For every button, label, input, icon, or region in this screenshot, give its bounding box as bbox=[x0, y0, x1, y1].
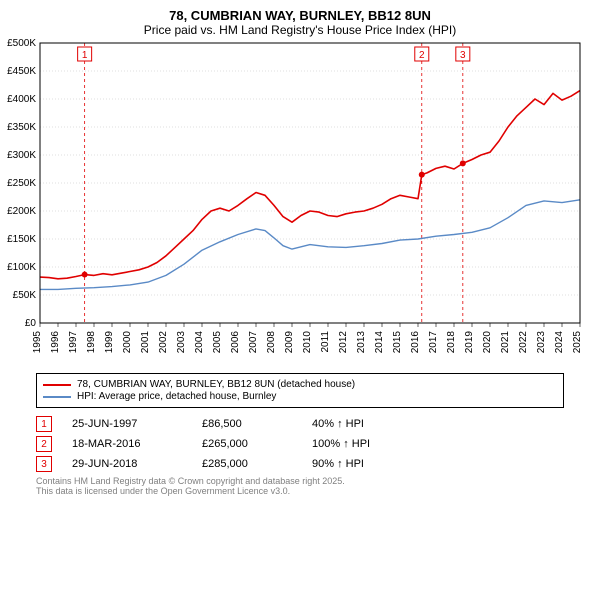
svg-text:2011: 2011 bbox=[320, 331, 331, 353]
legend: 78, CUMBRIAN WAY, BURNLEY, BB12 8UN (det… bbox=[36, 373, 564, 408]
svg-text:1999: 1999 bbox=[104, 331, 115, 354]
svg-text:2007: 2007 bbox=[248, 331, 259, 354]
chart-area: £0 £50K £100K £150K £200K £250K £300K £350K £400… bbox=[0, 37, 600, 367]
svg-text:2025: 2025 bbox=[572, 331, 583, 354]
title-line2: Price paid vs. HM Land Registry's House … bbox=[4, 23, 596, 37]
svg-text:2017: 2017 bbox=[428, 331, 439, 354]
svg-text:1997: 1997 bbox=[68, 331, 79, 354]
svg-text:2: 2 bbox=[419, 50, 425, 61]
svg-text:2018: 2018 bbox=[446, 331, 457, 354]
svg-text:2023: 2023 bbox=[536, 331, 547, 354]
footer: Contains HM Land Registry data © Crown c… bbox=[36, 476, 564, 496]
legend-label: 78, CUMBRIAN WAY, BURNLEY, BB12 8UN (det… bbox=[77, 379, 355, 390]
svg-text:£400K: £400K bbox=[7, 94, 36, 105]
svg-text:2000: 2000 bbox=[122, 331, 133, 354]
svg-text:2006: 2006 bbox=[230, 331, 241, 354]
title-line1: 78, CUMBRIAN WAY, BURNLEY, BB12 8UN bbox=[4, 8, 596, 23]
event-date: 29-JUN-2018 bbox=[72, 458, 182, 470]
svg-text:£450K: £450K bbox=[7, 66, 36, 77]
event-badge: 1 bbox=[36, 416, 52, 432]
svg-text:£50K: £50K bbox=[13, 290, 37, 301]
event-row: 1 25-JUN-1997 £86,500 40% ↑ HPI bbox=[36, 416, 564, 432]
svg-text:1995: 1995 bbox=[32, 331, 43, 354]
footer-line1: Contains HM Land Registry data © Crown c… bbox=[36, 476, 564, 486]
svg-text:£100K: £100K bbox=[7, 262, 36, 273]
event-price: £86,500 bbox=[202, 418, 292, 430]
svg-text:2001: 2001 bbox=[140, 331, 151, 354]
event-price: £265,000 bbox=[202, 438, 292, 450]
svg-text:2010: 2010 bbox=[302, 331, 313, 354]
svg-text:£500K: £500K bbox=[7, 38, 36, 49]
svg-text:2013: 2013 bbox=[356, 331, 367, 354]
svg-text:2014: 2014 bbox=[374, 331, 385, 354]
svg-text:2003: 2003 bbox=[176, 331, 187, 354]
chart-titles: 78, CUMBRIAN WAY, BURNLEY, BB12 8UN Pric… bbox=[0, 0, 600, 37]
event-badge: 3 bbox=[36, 456, 52, 472]
legend-label: HPI: Average price, detached house, Burn… bbox=[77, 391, 276, 402]
svg-text:£200K: £200K bbox=[7, 206, 36, 217]
svg-text:£350K: £350K bbox=[7, 122, 36, 133]
svg-text:2024: 2024 bbox=[554, 331, 565, 354]
svg-text:3: 3 bbox=[460, 50, 466, 61]
event-row: 2 18-MAR-2016 £265,000 100% ↑ HPI bbox=[36, 436, 564, 452]
svg-text:2021: 2021 bbox=[500, 331, 511, 354]
event-badge: 2 bbox=[36, 436, 52, 452]
svg-text:£300K: £300K bbox=[7, 150, 36, 161]
event-date: 25-JUN-1997 bbox=[72, 418, 182, 430]
legend-swatch bbox=[43, 396, 71, 398]
svg-text:2005: 2005 bbox=[212, 331, 223, 354]
svg-text:2004: 2004 bbox=[194, 331, 205, 354]
legend-item: 78, CUMBRIAN WAY, BURNLEY, BB12 8UN (det… bbox=[43, 379, 557, 390]
footer-line2: This data is licensed under the Open Gov… bbox=[36, 486, 564, 496]
svg-text:2009: 2009 bbox=[284, 331, 295, 354]
svg-text:2015: 2015 bbox=[392, 331, 403, 354]
svg-text:£150K: £150K bbox=[7, 234, 36, 245]
svg-text:1998: 1998 bbox=[86, 331, 97, 354]
svg-text:2020: 2020 bbox=[482, 331, 493, 354]
events-table: 1 25-JUN-1997 £86,500 40% ↑ HPI 2 18-MAR… bbox=[36, 416, 564, 472]
svg-text:2012: 2012 bbox=[338, 331, 349, 354]
svg-text:1996: 1996 bbox=[50, 331, 61, 354]
legend-item: HPI: Average price, detached house, Burn… bbox=[43, 391, 557, 402]
svg-text:2016: 2016 bbox=[410, 331, 421, 354]
event-delta: 90% ↑ HPI bbox=[312, 458, 364, 470]
svg-text:2022: 2022 bbox=[518, 331, 529, 354]
event-delta: 40% ↑ HPI bbox=[312, 418, 364, 430]
svg-text:1: 1 bbox=[82, 50, 88, 61]
line-chart: £0 £50K £100K £150K £200K £250K £300K £350K £400… bbox=[0, 37, 600, 367]
svg-text:2019: 2019 bbox=[464, 331, 475, 354]
svg-text:2002: 2002 bbox=[158, 331, 169, 354]
svg-text:£250K: £250K bbox=[7, 178, 36, 189]
svg-text:2008: 2008 bbox=[266, 331, 277, 354]
event-delta: 100% ↑ HPI bbox=[312, 438, 370, 450]
event-date: 18-MAR-2016 bbox=[72, 438, 182, 450]
svg-text:£0: £0 bbox=[25, 318, 37, 329]
event-row: 3 29-JUN-2018 £285,000 90% ↑ HPI bbox=[36, 456, 564, 472]
legend-swatch bbox=[43, 384, 71, 386]
event-price: £285,000 bbox=[202, 458, 292, 470]
